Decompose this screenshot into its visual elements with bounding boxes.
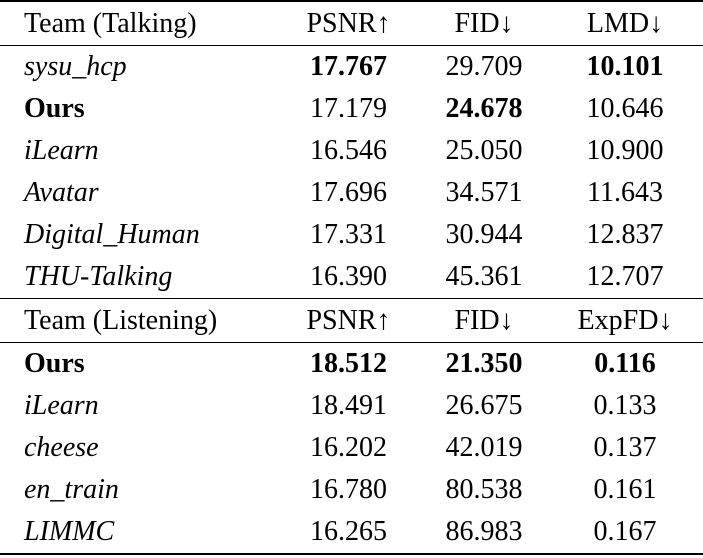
team-name: Avatar	[24, 177, 99, 208]
fid-value: 25.050	[445, 135, 523, 166]
talking-row: Ours 17.179 24.678 10.646	[0, 88, 703, 130]
team-name: iLearn	[24, 390, 99, 421]
team-name: Digital_Human	[24, 219, 200, 250]
team-name: THU-Talking	[24, 261, 173, 292]
talking-row: Avatar 17.696 34.571 11.643	[0, 172, 703, 214]
lmd-value: 10.646	[586, 93, 664, 124]
expfd-value: 0.133	[593, 390, 657, 421]
listening-row: LIMMC 16.265 86.983 0.167	[0, 511, 703, 555]
talking-row: iLearn 16.546 25.050 10.900	[0, 130, 703, 172]
expfd-value: 0.137	[593, 432, 657, 463]
psnr-value: 17.696	[310, 177, 387, 208]
fid-value: 21.350	[421, 342, 547, 385]
listening-row: iLearn 18.491 26.675 0.133	[0, 385, 703, 427]
expfd-value: 0.161	[593, 474, 657, 505]
listening-row: cheese 16.202 42.019 0.137	[0, 427, 703, 469]
listening-row: Ours 18.512 21.350 0.116	[0, 342, 703, 385]
psnr-value: 17.331	[310, 219, 387, 250]
lmd-value: 10.101	[547, 45, 703, 88]
talking-row: THU-Talking 16.390 45.361 12.707	[0, 256, 703, 299]
psnr-value: 17.767	[276, 45, 421, 88]
psnr-value: 16.265	[276, 511, 421, 555]
talking-header-team: Team (Talking)	[0, 0, 276, 46]
listening-header-fid: FID↓	[421, 298, 547, 343]
fid-value: 26.675	[445, 390, 523, 421]
fid-value: 30.944	[445, 219, 523, 250]
psnr-value: 18.512	[276, 342, 421, 385]
fid-value: 80.538	[445, 474, 523, 505]
talking-header-psnr: PSNR↑	[276, 0, 421, 46]
talking-header-lmd: LMD↓	[547, 0, 703, 46]
psnr-value: 16.546	[310, 135, 387, 166]
fid-value: 86.983	[421, 511, 547, 555]
team-name: cheese	[24, 432, 99, 463]
team-name: Ours	[0, 342, 276, 385]
fid-value: 24.678	[445, 93, 523, 124]
talking-row: sysu_hcp 17.767 29.709 10.101	[0, 45, 703, 88]
talking-row: Digital_Human 17.331 30.944 12.837	[0, 214, 703, 256]
team-name: iLearn	[24, 135, 99, 166]
fid-value: 34.571	[445, 177, 523, 208]
listening-header-team: Team (Listening)	[0, 298, 276, 343]
team-name: en_train	[24, 474, 119, 505]
expfd-value: 0.167	[547, 511, 703, 555]
listening-row: en_train 16.780 80.538 0.161	[0, 469, 703, 511]
fid-value: 45.361	[445, 261, 523, 292]
team-name: Ours	[24, 93, 85, 124]
listening-header-row: Team (Listening) PSNR↑ FID↓ ExpFD↓	[0, 298, 703, 343]
lmd-value: 12.837	[586, 219, 664, 250]
team-name: sysu_hcp	[0, 45, 276, 88]
team-name: LIMMC	[0, 511, 276, 555]
psnr-value: 18.491	[310, 390, 387, 421]
lmd-value: 10.900	[586, 135, 664, 166]
lmd-value: 11.643	[587, 177, 663, 208]
talking-header-row: Team (Talking) PSNR↑ FID↓ LMD↓	[0, 0, 703, 46]
listening-header-expfd: ExpFD↓	[547, 298, 703, 343]
expfd-value: 0.116	[547, 342, 703, 385]
fid-value: 29.709	[421, 45, 547, 88]
talking-header-fid: FID↓	[421, 0, 547, 46]
psnr-value: 16.390	[310, 261, 387, 292]
listening-header-psnr: PSNR↑	[276, 298, 421, 343]
psnr-value: 16.780	[310, 474, 387, 505]
psnr-value: 16.202	[310, 432, 387, 463]
lmd-value: 12.707	[586, 261, 664, 292]
fid-value: 42.019	[445, 432, 523, 463]
psnr-value: 17.179	[310, 93, 387, 124]
